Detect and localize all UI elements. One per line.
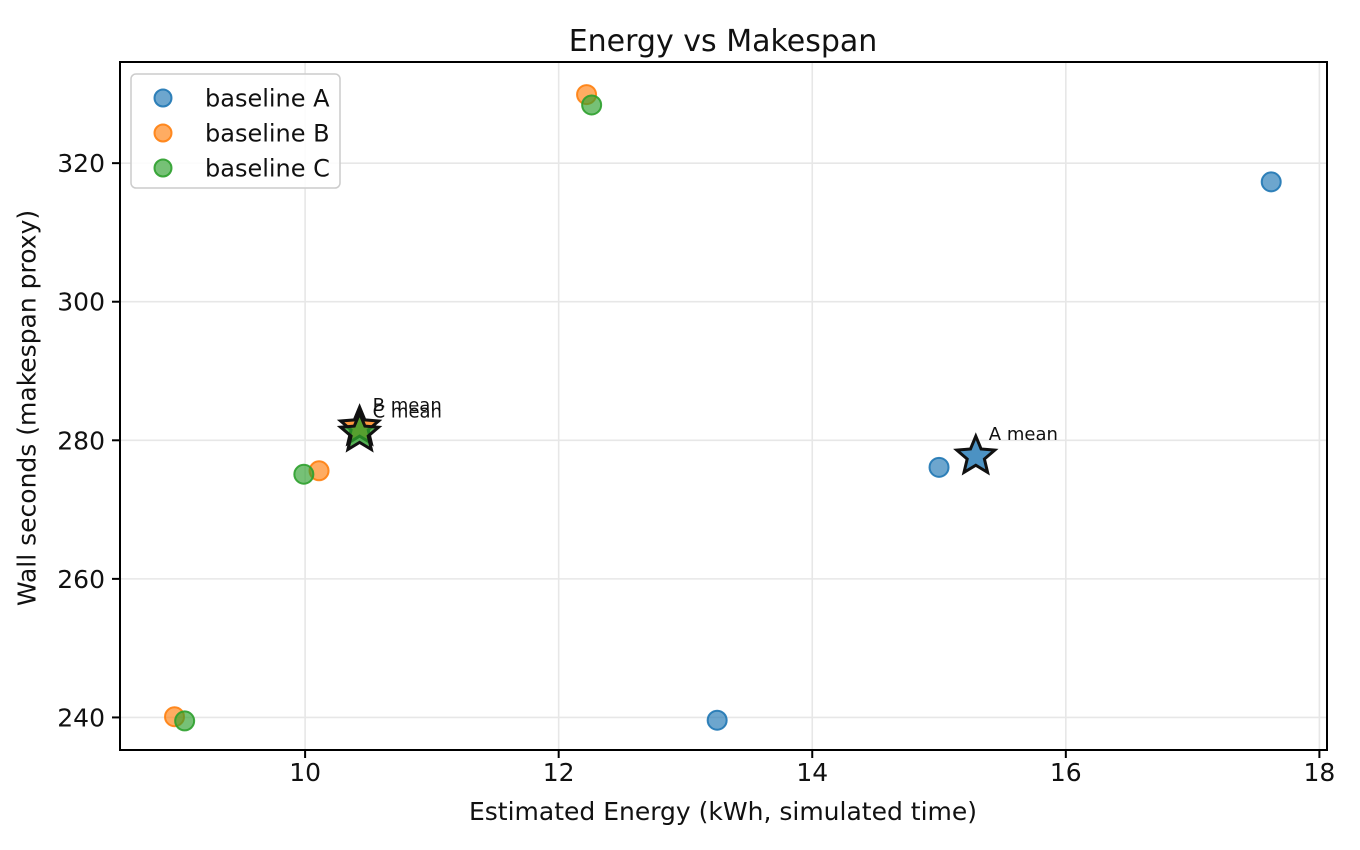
legend-box (130, 73, 341, 189)
point-baseline-A-1 (928, 456, 950, 478)
legend-marker-baseline-B (153, 123, 173, 143)
point-baseline-C-1 (293, 463, 315, 485)
x-tick-18: 18 (1303, 758, 1335, 787)
y-axis-label: Wall seconds (makespan proxy) (12, 209, 42, 607)
axes-box (119, 61, 1328, 751)
point-baseline-A-0 (706, 709, 728, 731)
x-tick-10: 10 (289, 758, 321, 787)
point-baseline-C-0 (174, 710, 196, 732)
y-tick-280: 280 (57, 426, 105, 455)
y-tick-260: 260 (57, 565, 105, 594)
y-tick-320: 320 (57, 149, 105, 178)
mean-star-baseline-C (336, 409, 383, 453)
point-baseline-A-2 (1260, 171, 1282, 193)
mean-label-baseline-B: B mean (373, 395, 442, 416)
x-tick-14: 14 (796, 758, 828, 787)
legend-marker-baseline-C (153, 158, 173, 178)
point-baseline-C-2 (581, 94, 603, 116)
mean-star-baseline-A (953, 432, 999, 476)
y-tick-240: 240 (57, 703, 105, 732)
legend-item-baseline-C: baseline C (205, 155, 330, 183)
mean-label-baseline-A: A mean (989, 424, 1058, 445)
legend-item-baseline-B: baseline B (205, 120, 330, 148)
y-tick-300: 300 (57, 288, 105, 317)
x-axis-label: Estimated Energy (kWh, simulated time) (468, 797, 978, 826)
x-tick-16: 16 (1050, 758, 1082, 787)
mean-label-baseline-C: C mean (373, 401, 442, 422)
legend-item-baseline-A: baseline A (205, 85, 330, 113)
legend-marker-baseline-A (153, 88, 173, 108)
chart-title: Energy vs Makespan (568, 24, 878, 59)
x-tick-12: 12 (543, 758, 575, 787)
